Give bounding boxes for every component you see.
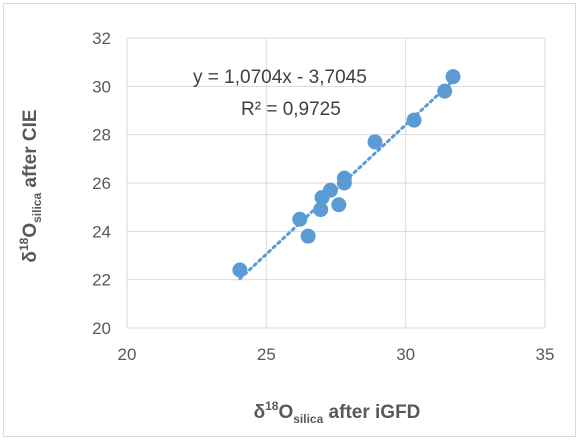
- data-point: [337, 176, 352, 191]
- y-tick-label: 26: [92, 174, 111, 193]
- data-point: [232, 263, 247, 278]
- scatter-chart: 20 25 30 35 20 22 24 26 28 30 32 y = 1,0704x - 3,7…: [4, 4, 577, 438]
- y-tick-label: 32: [92, 29, 111, 48]
- data-point: [323, 183, 338, 198]
- y-tick-label: 28: [92, 126, 111, 145]
- x-tick-label: 20: [118, 345, 137, 364]
- trendline-equation: y = 1,0704x - 3,7045: [193, 67, 367, 88]
- y-tick-label: 20: [92, 319, 111, 338]
- y-tick-label: 24: [92, 222, 111, 241]
- data-point: [331, 197, 346, 212]
- trendline-r-squared: R² = 0,9725: [241, 99, 341, 120]
- y-axis-title: δ18Osilica after CIE: [17, 109, 44, 262]
- data-point: [292, 212, 307, 227]
- x-tick-label: 30: [396, 345, 415, 364]
- y-tick-label: 30: [92, 77, 111, 96]
- data-point: [407, 113, 422, 128]
- x-axis-title: δ18Osilica after iGFD: [254, 399, 421, 426]
- chart-frame: 20 25 30 35 20 22 24 26 28 30 32 y = 1,0704x - 3,7…: [3, 3, 576, 437]
- data-point: [437, 84, 452, 99]
- y-tick-label: 22: [92, 271, 111, 290]
- x-tick-label: 25: [257, 345, 276, 364]
- data-point: [446, 69, 461, 84]
- x-tick-label: 35: [536, 345, 555, 364]
- data-point: [301, 229, 316, 244]
- data-point: [368, 134, 383, 149]
